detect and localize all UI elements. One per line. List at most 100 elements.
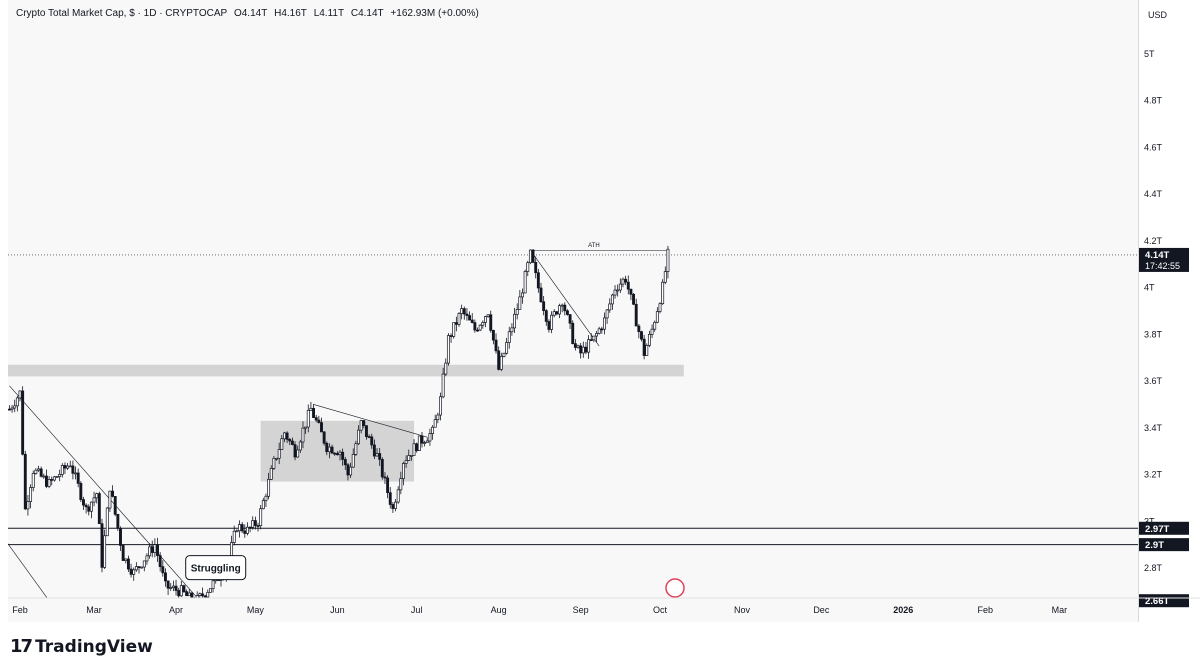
candle-body (565, 310, 569, 315)
candle-body (211, 580, 215, 590)
candle-body (338, 451, 342, 456)
candle-body (640, 331, 643, 340)
candle-body (156, 544, 159, 556)
price-label-value: 4.14T (1145, 250, 1169, 261)
candle-body (60, 465, 64, 475)
candle-body (103, 535, 107, 568)
candle-body (394, 501, 397, 509)
candle-body (306, 410, 310, 428)
candle-body (571, 322, 575, 344)
candle-body (341, 451, 345, 460)
candle-body (666, 248, 670, 272)
candle-body (84, 504, 88, 508)
candle-body (547, 321, 551, 330)
candle-body (261, 500, 265, 510)
candle-body (576, 345, 580, 348)
candle-body (325, 442, 329, 453)
candle-body (605, 309, 609, 319)
candle-body (68, 465, 72, 468)
candle-body (558, 305, 561, 315)
candle-body (148, 546, 152, 557)
candle-body (153, 544, 157, 553)
candle-body (129, 568, 133, 575)
candle-body (111, 490, 115, 497)
y-tick-label: 4T (1144, 283, 1155, 293)
candle-body (592, 335, 596, 341)
currency-label[interactable]: USD (1148, 10, 1168, 20)
candle-body (74, 472, 77, 475)
chart-area[interactable] (8, 0, 1138, 622)
candle-body (256, 525, 260, 527)
candle-body (288, 439, 292, 442)
candle-body (610, 294, 614, 305)
candle-body (523, 271, 527, 294)
candle-body (484, 316, 487, 323)
tradingview-logo-icon: 17 (10, 636, 33, 657)
candle-body (613, 289, 617, 296)
candle-body (454, 322, 458, 325)
trendline (8, 543, 48, 598)
candle-body (158, 555, 162, 567)
candle-body (285, 432, 289, 440)
candle-body (539, 287, 543, 303)
candle-body (502, 352, 506, 357)
x-tick-label: 2026 (893, 605, 913, 615)
candle-body (476, 329, 479, 332)
candle-body (573, 343, 577, 348)
x-tick-label: Jul (411, 605, 423, 615)
candle-body (333, 452, 337, 455)
candle-body (206, 591, 210, 598)
candle-body (185, 591, 189, 597)
candle-body (29, 487, 33, 502)
y-tick-label: 4.8T (1144, 96, 1163, 106)
candle-body (550, 314, 554, 330)
candle-body (621, 278, 625, 285)
legend-change: +162.93M (+0.00%) (390, 8, 479, 19)
y-tick-label: 4.6T (1144, 142, 1163, 152)
candle-body (187, 592, 191, 597)
candle-body (391, 504, 395, 509)
candle-body (431, 426, 435, 434)
x-tick-label: Aug (491, 605, 507, 615)
candle-body (378, 453, 382, 460)
candle-body (301, 427, 305, 443)
candle-body (367, 436, 371, 438)
candle-body (259, 508, 263, 527)
candle-body (595, 333, 598, 337)
candle-body (238, 524, 241, 532)
candle-body (132, 569, 136, 575)
price-label-box (1139, 594, 1189, 608)
candle-body (370, 436, 374, 446)
candle-body (349, 466, 353, 476)
candle-body (584, 346, 588, 353)
candle-body (420, 435, 424, 444)
tradingview-watermark: 17 TradingView (10, 636, 153, 657)
candle-body (13, 405, 17, 409)
candle-body (629, 288, 633, 295)
candle-body (10, 407, 14, 410)
candle-body (494, 339, 498, 352)
candle-body (267, 479, 271, 497)
candle-body (296, 449, 300, 458)
candle-body (179, 585, 183, 597)
candle-body (89, 501, 93, 512)
candle-body (314, 417, 318, 421)
candle-body (616, 289, 620, 292)
candle-body (198, 593, 202, 596)
candle-body (658, 303, 662, 312)
candle-body (182, 585, 186, 592)
candle-body (486, 314, 490, 317)
candle-body (603, 317, 606, 330)
candle-body (409, 455, 413, 457)
candle-body (293, 444, 297, 458)
candle-body (195, 595, 199, 598)
price-axis[interactable] (1138, 0, 1200, 622)
candle-body (346, 464, 350, 476)
candle-body (587, 339, 591, 353)
candle-body (362, 420, 366, 426)
candle-body (497, 350, 501, 370)
candle-body (436, 414, 440, 421)
candle-body (653, 321, 657, 330)
candle-body (150, 546, 154, 553)
